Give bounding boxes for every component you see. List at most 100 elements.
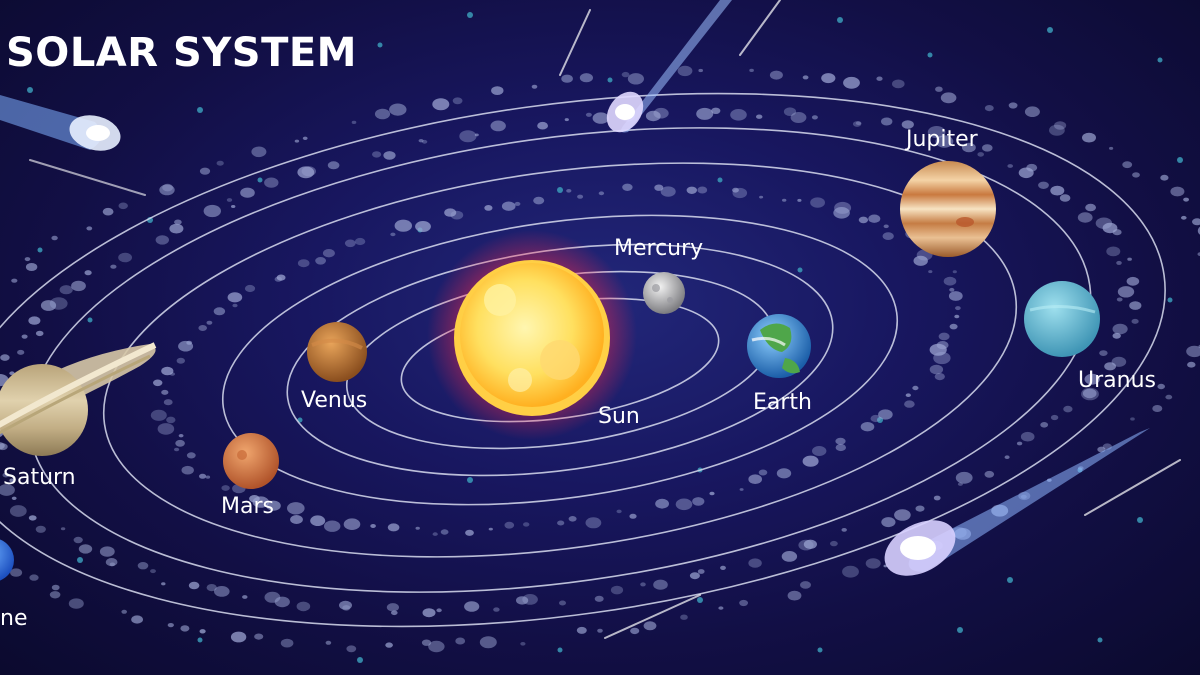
asteroid xyxy=(198,325,207,331)
asteroid xyxy=(176,357,185,364)
asteroid xyxy=(40,300,57,311)
asteroid xyxy=(630,627,640,635)
asteroid xyxy=(689,572,700,580)
asteroid xyxy=(803,539,818,549)
asteroid xyxy=(161,582,166,586)
asteroid xyxy=(452,97,463,105)
asteroid xyxy=(175,439,185,447)
asteroid xyxy=(1127,257,1132,261)
asteroid xyxy=(1077,212,1093,223)
asteroid xyxy=(59,285,73,295)
asteroid xyxy=(0,442,5,450)
asteroid xyxy=(118,252,132,263)
asteroid xyxy=(654,184,664,191)
asteroid xyxy=(952,270,957,274)
asteroid xyxy=(934,373,945,381)
venus-planet xyxy=(307,322,367,382)
asteroid xyxy=(629,513,637,519)
mars-planet xyxy=(223,433,279,489)
asteroid xyxy=(274,596,290,608)
asteroid xyxy=(166,416,176,424)
asteroid xyxy=(842,565,859,578)
asteroid xyxy=(254,633,264,640)
asteroid xyxy=(984,105,994,112)
asteroid xyxy=(915,505,925,512)
asteroid xyxy=(230,631,247,643)
asteroid xyxy=(315,257,326,265)
asteroid xyxy=(1038,181,1049,189)
asteroid xyxy=(264,591,281,603)
asteroid xyxy=(17,349,25,355)
asteroid xyxy=(174,219,182,225)
asteroid xyxy=(955,306,961,311)
asteroid xyxy=(882,232,894,241)
asteroid xyxy=(436,608,442,613)
asteroid xyxy=(878,409,893,420)
asteroid xyxy=(912,385,919,391)
asteroid xyxy=(949,323,958,330)
saturn-planet xyxy=(0,342,157,456)
asteroid xyxy=(484,205,493,211)
asteroid xyxy=(28,515,37,521)
asteroid xyxy=(1157,383,1165,390)
asteroid xyxy=(905,393,911,398)
asteroid xyxy=(181,465,194,475)
asteroid xyxy=(1122,161,1133,169)
asteroid xyxy=(1082,388,1097,399)
asteroid xyxy=(137,562,149,570)
asteroid xyxy=(86,226,93,231)
asteroid xyxy=(343,518,361,530)
asteroid xyxy=(226,198,233,202)
asteroid xyxy=(782,198,787,202)
asteroid xyxy=(24,257,31,262)
asteroid xyxy=(697,186,708,194)
asteroid xyxy=(1152,405,1163,412)
asteroid xyxy=(390,232,396,237)
asteroid xyxy=(131,615,144,624)
asteroid xyxy=(568,516,577,522)
asteroid xyxy=(798,539,814,551)
asteroid xyxy=(60,527,66,531)
asteroid xyxy=(244,284,256,293)
asteroid xyxy=(1160,174,1169,181)
asteroid xyxy=(163,399,173,406)
asteroid xyxy=(756,114,763,119)
asteroid xyxy=(841,528,847,532)
asteroid xyxy=(339,600,352,610)
asteroid xyxy=(391,610,398,616)
asteroid xyxy=(203,204,221,218)
asteroid xyxy=(1085,203,1096,212)
asteroid xyxy=(324,520,341,532)
asteroid xyxy=(344,239,356,248)
asteroid xyxy=(1018,167,1034,179)
asteroid xyxy=(297,166,315,179)
asteroid xyxy=(564,118,569,122)
asteroid xyxy=(444,208,457,217)
asteroid xyxy=(933,351,951,365)
asteroid xyxy=(1040,422,1049,428)
asteroid xyxy=(883,224,889,229)
asteroid xyxy=(302,136,308,140)
label-mercury: Mercury xyxy=(614,236,704,261)
asteroid xyxy=(1104,362,1116,371)
asteroid xyxy=(954,314,960,319)
asteroid xyxy=(894,509,911,521)
asteroid xyxy=(610,585,624,595)
asteroid xyxy=(1181,215,1187,220)
asteroid xyxy=(860,422,875,432)
asteroid xyxy=(110,264,117,269)
asteroid xyxy=(325,640,332,645)
asteroid xyxy=(188,581,200,590)
asteroid xyxy=(1112,229,1122,236)
asteroid xyxy=(351,120,357,124)
asteroid xyxy=(901,120,914,129)
asteroid xyxy=(240,187,255,198)
asteroid xyxy=(459,130,477,143)
asteroid xyxy=(594,595,604,602)
asteroid xyxy=(892,79,905,89)
asteroid xyxy=(621,71,630,78)
asteroid xyxy=(159,184,175,196)
asteroid xyxy=(199,473,207,479)
asteroid xyxy=(627,73,645,85)
asteroid xyxy=(797,198,802,202)
